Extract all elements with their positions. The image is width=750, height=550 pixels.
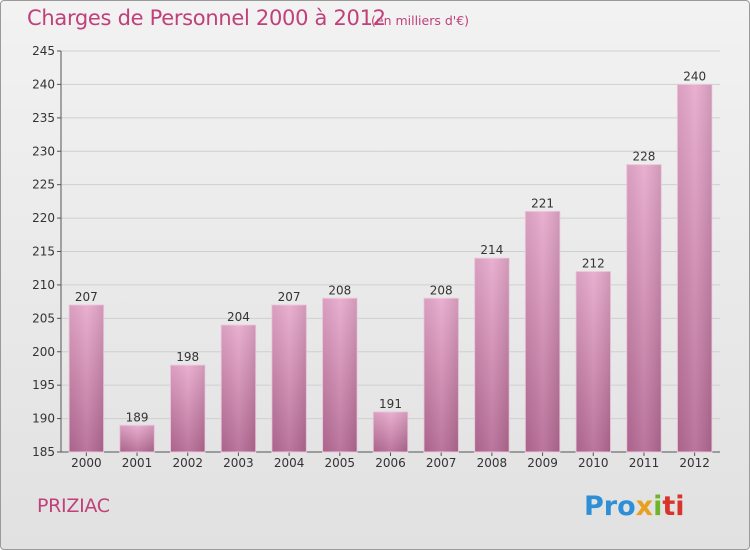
logo-part: Pro (584, 491, 636, 522)
y-tick-label: 225 (32, 178, 55, 192)
x-tick-label: 2002 (172, 456, 203, 470)
x-tick-label: 2005 (325, 456, 356, 470)
y-tick-label: 200 (32, 345, 55, 359)
y-tick-label: 245 (32, 44, 55, 58)
x-tick-label: 2012 (679, 456, 710, 470)
x-tick-label: 2004 (274, 456, 305, 470)
grid-lines (61, 50, 720, 453)
bar-shade (474, 258, 510, 452)
data-label: 204 (227, 310, 250, 324)
bar-shade (525, 211, 560, 452)
bar-shade (576, 271, 611, 452)
labels: 185 190 195 200 205 210 215 220 225 230 235 240 245 2… (32, 44, 710, 470)
bar-shade (271, 304, 307, 452)
bar-shade (69, 304, 104, 452)
y-tick-label: 215 (32, 245, 55, 259)
commune-name: PRIZIAC (37, 495, 110, 517)
x-tick-label: 2007 (426, 456, 457, 470)
x-tick-label: 2011 (629, 456, 660, 470)
data-label: 208 (430, 283, 453, 297)
x-tick-label: 2000 (71, 456, 102, 470)
chart-title: Charges de Personnel 2000 à 2012 (27, 6, 386, 30)
bar-shade (626, 164, 662, 452)
data-label: 207 (75, 290, 98, 304)
data-label: 221 (531, 196, 554, 210)
logo-part: ti (662, 491, 685, 522)
bar-shade (423, 298, 459, 452)
y-tick-label: 205 (32, 311, 55, 325)
x-tick-label: 2006 (375, 456, 406, 470)
x-tick-label: 2003 (223, 456, 254, 470)
data-label: 207 (278, 290, 301, 304)
y-tick-label: 230 (32, 144, 55, 158)
bars (68, 83, 713, 453)
data-label: 189 (126, 410, 149, 424)
logo-part: i (653, 491, 663, 522)
bar-shade (170, 365, 205, 452)
data-label: 228 (633, 150, 656, 164)
data-label: 212 (582, 257, 605, 271)
y-tick-label: 220 (32, 211, 55, 225)
bar-shade (677, 84, 712, 453)
y-tick-label: 195 (32, 378, 55, 392)
data-label: 191 (379, 397, 402, 411)
bar-shade (373, 411, 408, 452)
bar-shade (221, 325, 256, 452)
x-tick-label: 2008 (477, 456, 508, 470)
x-tick-label: 2010 (578, 456, 609, 470)
x-tick-label: 2009 (527, 456, 558, 470)
y-tick-label: 185 (32, 445, 55, 459)
y-tick-label: 240 (32, 77, 55, 91)
y-tick-label: 235 (32, 111, 55, 125)
data-label: 208 (328, 283, 351, 297)
data-label: 240 (683, 69, 706, 83)
x-tick-label: 2001 (122, 456, 153, 470)
bar-shade (322, 298, 358, 452)
y-tick-label: 190 (32, 412, 55, 426)
bar-shade (119, 425, 155, 452)
logo-part: x (635, 491, 654, 522)
data-label: 198 (176, 350, 199, 364)
axes (57, 50, 720, 456)
data-label: 214 (480, 243, 503, 257)
chart-subtitle: (en milliers d'€) (371, 13, 470, 28)
proxiti-logo[interactable]: Proxiti (584, 491, 685, 522)
y-tick-label: 210 (32, 278, 55, 292)
